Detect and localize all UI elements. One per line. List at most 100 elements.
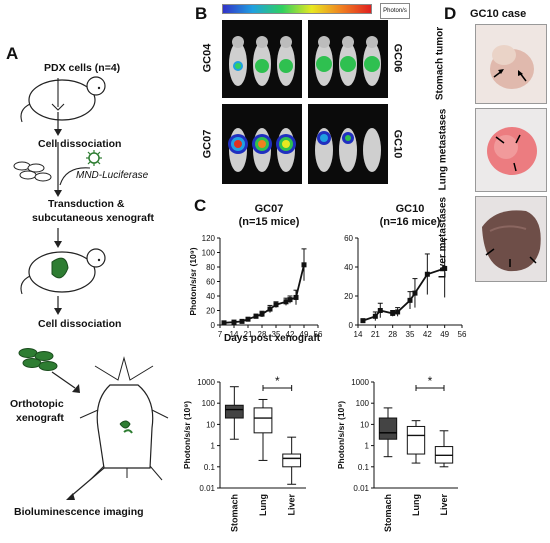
data-point bbox=[377, 308, 383, 313]
x-tick-label: 42 bbox=[423, 330, 432, 339]
y-axis-title: Photon/s/sr (10⁹) bbox=[182, 401, 192, 469]
y-tick-label: 80 bbox=[206, 263, 215, 272]
y-tick-label: 0 bbox=[211, 321, 216, 330]
box bbox=[253, 407, 273, 434]
data-point bbox=[390, 310, 396, 316]
category-label: Lung bbox=[411, 494, 421, 516]
bli-photo-gc07 bbox=[222, 104, 302, 184]
lung-metastases-photo bbox=[475, 108, 547, 192]
category-label: Lung bbox=[258, 494, 268, 516]
x-tick-label: 14 bbox=[230, 330, 239, 339]
box-chart-gc07: 1000 100 10 1 0.1 0.01 Photon/s/sr (10⁹) Stomac… bbox=[182, 374, 306, 532]
gc06-label: GC06 bbox=[391, 43, 404, 73]
data-point bbox=[407, 297, 413, 303]
x-tick-label: 49 bbox=[440, 330, 449, 339]
xenograft-label: xenograft bbox=[16, 412, 64, 424]
y-tick-label: 120 bbox=[202, 234, 216, 243]
box bbox=[282, 453, 302, 468]
cell-dissociation-label: Cell dissociation bbox=[38, 138, 122, 150]
y-axis-title: Photon/s/sr (10⁹) bbox=[188, 247, 198, 315]
x-axis-title: Days post xenograft bbox=[224, 333, 321, 344]
virus-icon bbox=[86, 150, 102, 166]
mouse-icon bbox=[20, 248, 106, 295]
bioluminescence-label: Bioluminescence imaging bbox=[14, 506, 144, 518]
panel-label-b: B bbox=[195, 4, 208, 23]
x-tick-label: 56 bbox=[314, 330, 323, 339]
y-tick-label: 20 bbox=[344, 292, 353, 301]
y-axis-title: Photon/s/sr (10⁹) bbox=[336, 401, 346, 469]
panel-a-schematic bbox=[13, 76, 169, 500]
box bbox=[224, 404, 244, 419]
y-tick-label: 20 bbox=[206, 307, 215, 316]
gc10-label: GC10 bbox=[391, 129, 404, 159]
x-tick-label: 7 bbox=[218, 330, 223, 339]
chart-subtitle: (n=15 mice) bbox=[239, 216, 300, 228]
line-chart-gc07: GC07(n=15 mice) 0 20 40 60 80 100 120 7 14 21 28 35 4… bbox=[188, 203, 323, 339]
x-tick-label: 56 bbox=[458, 330, 467, 339]
data-point bbox=[412, 290, 418, 296]
x-tick-label: 14 bbox=[354, 330, 363, 339]
colorbar-legend: Photon/s bbox=[380, 3, 410, 19]
data-point bbox=[442, 265, 448, 271]
x-tick-label: 21 bbox=[371, 330, 380, 339]
orthotopic-label: Orthotopic bbox=[10, 398, 64, 410]
data-point bbox=[267, 306, 273, 312]
y-tick-label: 0.01 bbox=[199, 484, 215, 493]
bli-photo-gc04 bbox=[222, 20, 302, 98]
vector-label: MND-Luciferase bbox=[76, 170, 149, 181]
data-point bbox=[231, 319, 237, 325]
y-tick-label: 100 bbox=[202, 249, 216, 258]
line-chart-gc10: GC10(n=16 mice) 0 20 40 60 14 21 28 35 42 49 56 bbox=[344, 203, 467, 339]
chart-subtitle: (n=16 mice) bbox=[380, 216, 441, 228]
x-tick-label: 21 bbox=[244, 330, 253, 339]
y-tick-label: 0.1 bbox=[358, 463, 370, 472]
panel-label-a: A bbox=[6, 44, 19, 63]
stomach-tumor-label: Stomach tumor bbox=[434, 26, 446, 101]
y-tick-label: 60 bbox=[344, 234, 353, 243]
significance-label: * bbox=[428, 374, 433, 388]
data-point bbox=[287, 297, 293, 303]
cell-dissociation-label-2: Cell dissociation bbox=[38, 318, 122, 330]
x-tick-label: 35 bbox=[406, 330, 415, 339]
category-label: Stomach bbox=[383, 494, 393, 532]
data-point bbox=[283, 299, 289, 305]
box bbox=[378, 417, 398, 440]
data-point bbox=[372, 313, 378, 319]
mouse-supine-icon bbox=[79, 356, 169, 481]
gc04-label: GC04 bbox=[201, 43, 214, 73]
category-label: Liver bbox=[439, 494, 449, 516]
y-tick-label: 1000 bbox=[351, 378, 369, 387]
cells-icon bbox=[13, 161, 52, 182]
panel-label-d: D bbox=[444, 4, 457, 23]
y-tick-label: 10 bbox=[206, 420, 215, 429]
pdx-cells-label: PDX cells (n=4) bbox=[44, 62, 121, 74]
data-point bbox=[253, 313, 259, 319]
data-point bbox=[239, 318, 245, 324]
data-point bbox=[360, 318, 366, 324]
y-tick-label: 100 bbox=[202, 399, 216, 408]
x-tick-label: 42 bbox=[286, 330, 295, 339]
data-point bbox=[273, 302, 279, 308]
y-tick-label: 1 bbox=[365, 442, 370, 451]
category-label: Liver bbox=[287, 494, 297, 516]
chart-title: GC07 bbox=[255, 203, 284, 215]
y-tick-label: 1000 bbox=[197, 378, 215, 387]
y-tick-label: 40 bbox=[344, 263, 353, 272]
data-point bbox=[424, 271, 430, 277]
transduction-label: Transduction & bbox=[48, 198, 125, 210]
y-tick-label: 40 bbox=[206, 292, 215, 301]
data-point bbox=[293, 294, 299, 300]
gc10-case-title: GC10 case bbox=[470, 8, 527, 20]
data-point bbox=[395, 309, 401, 315]
y-tick-label: 60 bbox=[206, 278, 215, 287]
y-tick-label: 0.1 bbox=[204, 463, 216, 472]
lung-metastases-label: Lung metastases bbox=[437, 108, 449, 191]
liver-metastases-photo bbox=[475, 196, 547, 282]
data-point bbox=[221, 320, 227, 326]
box bbox=[406, 425, 426, 455]
y-tick-label: 1 bbox=[211, 442, 216, 451]
box-chart-gc10: 1000 100 10 1 0.1 0.01 Photon/s/sr (10⁹) Stomac… bbox=[336, 374, 458, 532]
category-label: Stomach bbox=[229, 494, 239, 532]
y-tick-label: 0 bbox=[349, 321, 354, 330]
stomach-tumor-photo bbox=[475, 24, 547, 104]
